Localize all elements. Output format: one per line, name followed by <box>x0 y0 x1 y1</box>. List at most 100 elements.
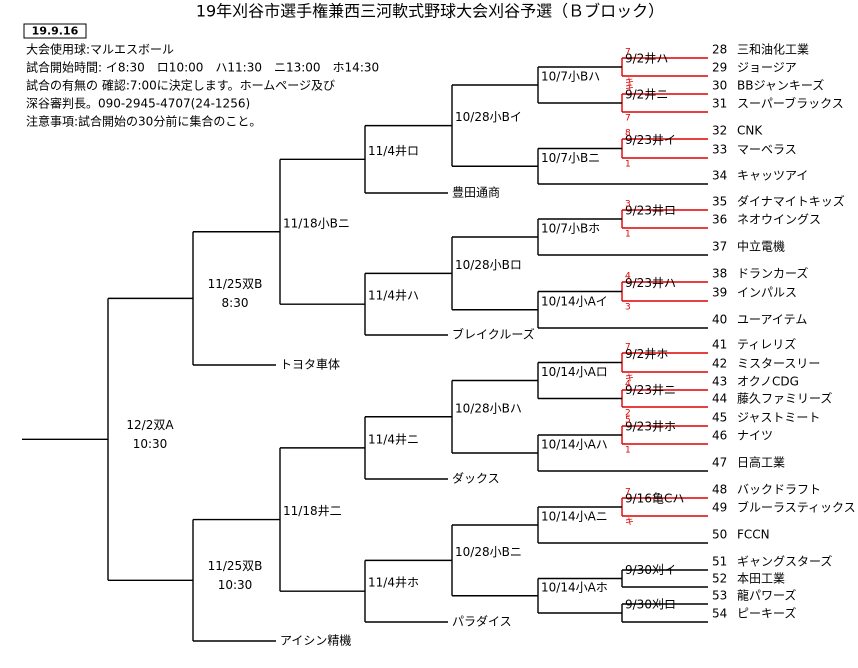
match-label: 9/23井ニ <box>625 383 676 397</box>
team-number: 37 <box>712 240 727 254</box>
team-name: ギャングスターズ <box>737 554 832 569</box>
match-time: 10:30 <box>133 437 168 451</box>
score: 1 <box>625 230 631 240</box>
team-name: 日高工業 <box>737 455 785 470</box>
score: 2 <box>625 409 631 419</box>
team-name: 龍パワーズ <box>737 588 796 603</box>
team-name: ピーキーズ <box>737 606 796 621</box>
team-number: 46 <box>712 429 727 443</box>
match-label: 11/4井ハ <box>368 289 419 303</box>
team-number: 42 <box>712 357 727 371</box>
team-name: BBジャンキーズ <box>737 78 824 93</box>
team-number: 54 <box>712 607 727 621</box>
match-label: 9/30刈イ <box>625 563 676 577</box>
team-name: マーベラス <box>737 143 797 157</box>
match-time: 8:30 <box>222 296 249 310</box>
team-name: ネオウイングス <box>737 213 821 227</box>
score: キ <box>625 78 634 88</box>
team-number: 44 <box>712 392 727 406</box>
note: 試合の有無の 確認:7:00に決定します。ホームページ及び <box>26 78 335 93</box>
seed-team: パラダイス <box>452 614 512 629</box>
match-label: 10/14小Aニ <box>541 510 608 524</box>
team-name: ダイナマイトキッズ <box>737 194 845 209</box>
team-number: 28 <box>712 43 727 57</box>
match-label: 10/14小Aハ <box>541 438 608 452</box>
team-number: 39 <box>712 286 727 300</box>
team-name: オクノCDG <box>737 375 799 389</box>
team-number: 34 <box>712 169 727 183</box>
score: 1 <box>625 160 631 170</box>
match-time: 10:30 <box>218 578 253 592</box>
seed-team: トヨタ車体 <box>280 358 340 372</box>
match-label: 10/28小Bイ <box>455 110 522 124</box>
team-number: 30 <box>712 79 727 93</box>
team-name: 三和油化工業 <box>737 43 809 57</box>
team-number: 43 <box>712 375 727 389</box>
team-number: 40 <box>712 313 727 327</box>
team-number: 41 <box>712 338 727 352</box>
match-label: 10/28小Bニ <box>455 545 522 559</box>
score: 7 <box>625 48 631 58</box>
score: 5 <box>625 416 631 426</box>
match-label: 11/4井ニ <box>368 432 419 446</box>
team-number: 53 <box>712 589 727 603</box>
match-label: 11/18小Bニ <box>283 216 350 230</box>
team-name: ジョージア <box>737 61 797 75</box>
team-name: ユーアイテム <box>737 313 807 327</box>
team-number: 48 <box>712 483 727 497</box>
match-label: 9/23井ホ <box>625 420 676 434</box>
score: 3 <box>625 303 631 313</box>
team-name: 本田工業 <box>737 572 785 586</box>
team-number: 31 <box>712 97 727 111</box>
score: 1 <box>625 446 631 456</box>
title: 19年刈谷市選手権兼西三河軟式野球大会刈谷予選（Ｂブロック） <box>196 2 664 21</box>
match-label: 9/23井イ <box>625 133 676 147</box>
seed-team: アイシン精機 <box>280 633 351 648</box>
match-label: 9/16亀Cハ <box>625 492 684 506</box>
team-name: キャッツアイ <box>737 169 808 183</box>
match-label: 10/14小Aロ <box>541 365 608 379</box>
team-number: 52 <box>712 572 727 586</box>
team-name: CNK <box>737 124 763 138</box>
team-name: ドランカーズ <box>737 266 808 281</box>
team-number: 45 <box>712 411 727 425</box>
match-label: 11/4井ホ <box>368 576 419 590</box>
note: 注意事項:試合開始の30分前に集合のこと。 <box>26 114 261 129</box>
match-label: 9/30刈ロ <box>625 598 676 612</box>
score: キ <box>625 518 634 528</box>
match-label: 11/18井二 <box>283 504 342 518</box>
date: 19.9.16 <box>32 25 79 38</box>
match-label: 10/14小Aイ <box>541 294 608 308</box>
note: 深谷審判長。090-2945-4707(24-1256) <box>26 96 250 111</box>
match-label: 10/7小Bニ <box>541 151 600 165</box>
score: 8 <box>625 129 631 139</box>
match-label: 9/2井ニ <box>625 88 668 102</box>
score: 4 <box>625 380 631 390</box>
match-label: 10/28小Bロ <box>455 258 522 272</box>
team-name: ティレリズ <box>737 337 796 352</box>
match-label: 10/14小Aホ <box>541 580 608 594</box>
team-name: スーパーブラックス <box>737 96 844 111</box>
team-number: 35 <box>712 195 727 209</box>
match-label: 9/2井ハ <box>625 52 668 66</box>
seed-team: 豊田通商 <box>452 185 500 200</box>
team-name: インパルス <box>737 286 797 300</box>
team-number: 38 <box>712 267 727 281</box>
team-number: 33 <box>712 143 727 157</box>
team-name: FCCN <box>737 528 770 542</box>
team-number: 47 <box>712 456 727 470</box>
team-name: ナイツ <box>737 429 773 443</box>
team-number: 50 <box>712 528 727 542</box>
match-label: 12/2双A <box>126 418 174 432</box>
score: 4 <box>625 272 631 282</box>
team-number: 36 <box>712 213 727 227</box>
score: キ <box>625 84 634 94</box>
team-name: ブルーラスティックス <box>737 500 856 515</box>
score: 3 <box>625 200 631 210</box>
score: 7 <box>625 114 631 124</box>
score: 7 <box>625 343 631 353</box>
team-name: 藤久ファミリーズ <box>737 391 832 406</box>
team-name: ミスタースリー <box>737 357 820 371</box>
match-label: 11/4井ロ <box>368 144 419 158</box>
match-label: 10/7小Bホ <box>541 222 600 236</box>
